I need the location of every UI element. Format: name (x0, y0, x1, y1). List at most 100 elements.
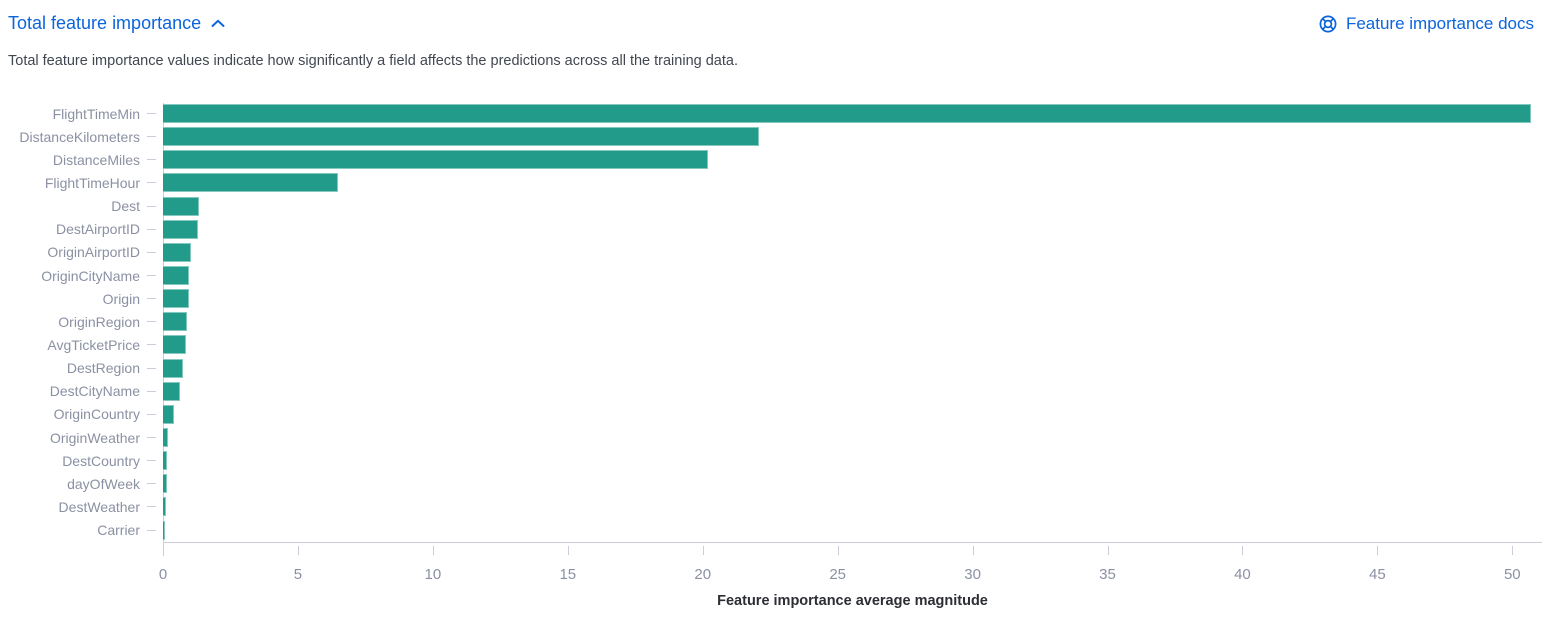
x-axis-tick-label: 15 (559, 565, 577, 583)
chart-row: AvgTicketPrice (0, 333, 1542, 356)
importance-bar (163, 289, 189, 309)
x-axis-tick-mark (702, 545, 704, 555)
bar-track (163, 404, 1542, 424)
importance-bar (163, 428, 168, 448)
y-axis-category-label: OriginRegion (58, 313, 140, 330)
y-axis-category-label: OriginWeather (49, 429, 140, 446)
chart-row: DestRegion (0, 357, 1542, 380)
importance-bar (163, 173, 339, 193)
y-axis-tick-mark (147, 159, 156, 161)
y-axis-category-label: FlightTimeHour (44, 174, 140, 191)
y-axis-tick-mark (147, 413, 156, 415)
x-axis-tick-mark (1242, 545, 1244, 555)
x-axis-tick-mark (1377, 545, 1379, 555)
docs-link-label: Feature importance docs (1345, 13, 1534, 33)
x-axis-tick-mark (163, 545, 164, 555)
x-axis-tick-label: 50 (1503, 565, 1521, 583)
chart-row: Dest (0, 195, 1542, 218)
y-axis-tick-mark (147, 460, 156, 462)
bar-track (163, 497, 1542, 517)
bar-track (163, 474, 1542, 494)
x-axis-tick-label: 10 (424, 565, 442, 583)
y-axis-tick-mark (147, 367, 156, 369)
feature-importance-docs-link[interactable]: Feature importance docs (1318, 14, 1534, 34)
y-axis-category-label: DestWeather (58, 498, 140, 515)
bar-track (163, 104, 1542, 124)
y-axis-category-label: DestRegion (66, 360, 140, 377)
x-axis-tick-mark (432, 545, 434, 555)
y-axis-tick-mark (147, 506, 156, 508)
y-axis-category-label: Dest (111, 198, 140, 215)
y-axis-category-label: DestCountry (62, 452, 140, 469)
x-axis-tick-label: 40 (1234, 565, 1251, 583)
y-axis-category-label: Origin (102, 290, 140, 307)
help-lifering-icon (1318, 14, 1338, 34)
bar-track (163, 242, 1542, 262)
y-axis-tick-mark (147, 390, 156, 392)
x-axis-tick-mark (1107, 545, 1109, 555)
bar-track (163, 266, 1542, 286)
chart-row: FlightTimeHour (0, 171, 1542, 194)
x-axis-tick-label: 30 (964, 565, 981, 583)
importance-bar (163, 242, 192, 262)
chart-row: Origin (0, 287, 1542, 310)
y-axis-category-label: DistanceKilometers (19, 128, 140, 145)
chart-row: OriginAirportID (0, 241, 1542, 264)
x-axis-tick-mark (837, 545, 839, 555)
importance-bar (163, 358, 183, 378)
y-axis-tick-mark (147, 321, 156, 323)
y-axis-tick-mark (147, 437, 156, 439)
chart-row: DestWeather (0, 495, 1542, 518)
y-axis-category-label: DistanceMiles (52, 151, 140, 168)
importance-bar (163, 219, 199, 239)
importance-bar (163, 127, 760, 147)
y-axis-tick-mark (147, 113, 156, 115)
y-axis-category-label: AvgTicketPrice (47, 336, 140, 353)
importance-bar (163, 150, 709, 170)
chart-row: DestCountry (0, 449, 1542, 472)
bar-track (163, 520, 1542, 540)
chart-row: DistanceKilometers (0, 125, 1542, 148)
importance-bar (163, 312, 188, 332)
total-feature-importance-accordion-toggle[interactable]: Total feature importance (8, 13, 225, 34)
x-axis-tick-mark (972, 545, 974, 555)
y-axis-tick-mark (147, 251, 156, 253)
importance-bar (163, 335, 187, 355)
chart-row: OriginRegion (0, 310, 1542, 333)
bar-track (163, 150, 1542, 170)
y-axis-tick-mark (147, 483, 156, 485)
importance-bar (163, 497, 166, 517)
importance-bar (163, 451, 168, 471)
panel-header: Total feature importance Feature importa… (8, 13, 1534, 34)
panel-description: Total feature importance values indicate… (8, 53, 738, 69)
bar-track (163, 289, 1542, 309)
bar-track (163, 173, 1542, 193)
x-axis-tick-label: 5 (293, 565, 303, 583)
x-axis-tick-mark (1512, 545, 1514, 555)
chart-row: DestCityName (0, 380, 1542, 403)
y-axis-tick-mark (147, 298, 156, 300)
importance-bar (163, 474, 167, 494)
importance-bar (163, 381, 180, 401)
y-axis-category-label: OriginAirportID (47, 244, 140, 261)
x-axis-tick-mark (567, 545, 569, 555)
importance-bar (163, 404, 174, 424)
y-axis-tick-mark (147, 182, 156, 184)
chart-row: OriginWeather (0, 426, 1542, 449)
bar-track (163, 335, 1542, 355)
chart-row: FlightTimeMin (0, 102, 1542, 125)
importance-bar (163, 520, 165, 540)
x-axis-tick-label: 0 (158, 565, 168, 583)
x-axis-tick-label: 35 (1099, 565, 1116, 583)
y-axis-tick-mark (147, 275, 156, 277)
x-axis-tick-label: 20 (694, 565, 712, 583)
y-axis-tick-mark (147, 136, 156, 138)
chevron-up-icon[interactable] (211, 19, 225, 28)
y-axis-tick-mark (147, 205, 156, 207)
bar-track (163, 451, 1542, 471)
chart-row: DestAirportID (0, 218, 1542, 241)
chart-rows: FlightTimeMin DistanceKilometers DistanceM… (0, 102, 1542, 542)
chart-row: Carrier (0, 519, 1542, 542)
bar-track (163, 219, 1542, 239)
importance-bar (163, 266, 190, 286)
